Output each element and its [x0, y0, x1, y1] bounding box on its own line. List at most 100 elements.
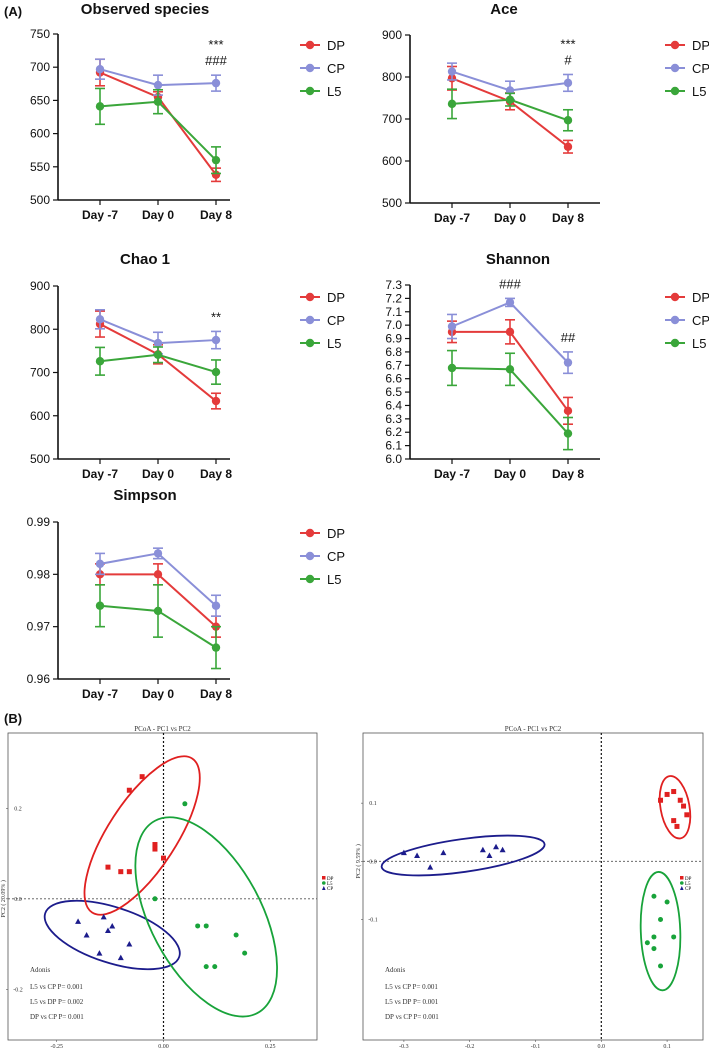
legend-marker: [670, 40, 680, 50]
legend-label: DP: [327, 877, 334, 882]
legend-marker: [670, 315, 680, 325]
line-chart-2: Ace 500 600 700 800 900 Day -7 Day 0 Day 8 ***# DP…: [382, 1, 709, 225]
scatter-point: [242, 950, 248, 956]
y-tick-label: 0.1: [369, 801, 377, 807]
legend-marker: [305, 551, 315, 561]
panel-b-label: (B): [4, 711, 22, 726]
legend-label: L5: [685, 882, 691, 887]
adonis-result: L5 vs DP P= 0.002: [30, 998, 84, 1006]
legend-item-L5: L5: [300, 84, 341, 99]
plot-frame: [362, 732, 704, 1041]
scatter-point: [117, 954, 124, 961]
confidence-ellipse-L5: [134, 816, 278, 1018]
scatter-point: [83, 932, 90, 938]
y-tick-label: -0.2: [13, 987, 23, 993]
legend-marker: [305, 574, 315, 584]
x-tick-label: Day -7: [82, 687, 118, 701]
legend-marker: [680, 881, 684, 885]
data-point: [447, 67, 457, 76]
x-tick-label: 0.00: [158, 1044, 169, 1048]
line-chart-3: Chao 1 500 600 700 800 900 Day -7 Day 0 Day 8 ** D…: [30, 251, 345, 481]
confidence-ellipse-L5: [639, 871, 682, 992]
legend-item-DP: DP: [300, 290, 345, 305]
legend-label: CP: [327, 61, 345, 76]
series-CP: [95, 58, 221, 96]
data-point: [505, 86, 515, 95]
y-tick-label: 700: [30, 366, 50, 380]
adonis-result: DP vs CP P= 0.001: [30, 1013, 84, 1021]
series-L5: [95, 87, 221, 175]
legend-label: L5: [692, 84, 706, 99]
x-tick-label: Day 0: [142, 208, 174, 222]
scatter-point: [75, 918, 82, 924]
data-point: [505, 365, 515, 374]
data-point: [563, 429, 573, 438]
legend-item-CP: CP: [665, 313, 709, 328]
adonis-result: L5 vs CP P= 0.001: [385, 983, 438, 991]
scatter-point: [674, 823, 680, 829]
legend-marker: [670, 338, 680, 348]
series-L5: [447, 349, 573, 451]
legend-label: DP: [327, 290, 345, 305]
scatter-point: [684, 812, 690, 818]
legend-item-CP: CP: [300, 61, 345, 76]
data-point: [211, 367, 221, 377]
data-point: [153, 97, 163, 106]
legend-label: CP: [327, 313, 345, 328]
y-tick-label: 0.0: [369, 859, 377, 865]
x-tick-label: Day 0: [142, 467, 174, 481]
scatter-point: [486, 852, 493, 859]
legend-marker: [305, 292, 315, 302]
data-point: [447, 322, 457, 331]
x-tick-label: 0.0: [598, 1044, 606, 1048]
y-tick-label: 700: [382, 112, 402, 126]
x-tick-label: Day 0: [494, 467, 526, 481]
x-tick-label: Day -7: [434, 211, 470, 225]
legend-label: DP: [692, 38, 709, 53]
y-tick-label: 6.0: [385, 452, 402, 466]
legend-item-DP: DP: [665, 38, 709, 53]
y-tick-label: 0.98: [27, 567, 51, 581]
confidence-ellipse-CP: [43, 899, 181, 971]
pcoa-plot-2: PCoA - PC1 vs PC2 -0.3 -0.2 -0.1 0.0 0.1 -0.1 0…: [355, 725, 704, 1048]
legend-label: DP: [327, 38, 345, 53]
y-tick-label: 7.0: [385, 318, 402, 332]
y-tick-label: 750: [30, 27, 50, 41]
x-tick-label: Day 8: [552, 211, 584, 225]
y-axis-label: PC2 ( 9.59% ): [355, 844, 362, 878]
chart-title: Chao 1: [120, 251, 170, 268]
legend-label: CP: [327, 549, 345, 564]
scatter-point: [126, 869, 132, 875]
scatter-point: [651, 946, 657, 952]
legend-label: DP: [692, 290, 709, 305]
data-point: [153, 549, 163, 558]
x-tick-label: -0.2: [465, 1044, 475, 1048]
x-tick-label: Day -7: [82, 467, 118, 481]
y-tick-label: 6.8: [385, 345, 402, 359]
x-tick-label: Day 8: [200, 208, 232, 222]
scatter-point: [658, 916, 664, 922]
x-tick-label: 0.25: [265, 1044, 276, 1048]
significance-marker: #: [564, 52, 572, 67]
data-point: [563, 116, 573, 125]
legend-label: L5: [327, 84, 341, 99]
confidence-ellipse-DP: [658, 775, 692, 840]
scatter-point: [658, 963, 664, 969]
scatter-series-CP: [400, 843, 506, 870]
data-point: [211, 643, 221, 652]
y-tick-label: 700: [30, 60, 50, 74]
legend-item-L5: L5: [300, 572, 341, 587]
legend-marker: [322, 876, 326, 880]
y-tick-label: 6.3: [385, 412, 402, 426]
pcoa-legend-DP: DP: [680, 876, 692, 882]
y-tick-label: 600: [382, 154, 402, 168]
pcoa-legend-CP: CP: [322, 886, 333, 892]
scatter-point: [499, 846, 506, 853]
panel-a-label: (A): [4, 4, 22, 19]
data-point: [447, 99, 457, 109]
scatter-series-L5: [644, 893, 677, 969]
scatter-point: [644, 940, 650, 946]
data-point: [153, 80, 163, 90]
y-tick-label: 0.99: [27, 515, 51, 529]
